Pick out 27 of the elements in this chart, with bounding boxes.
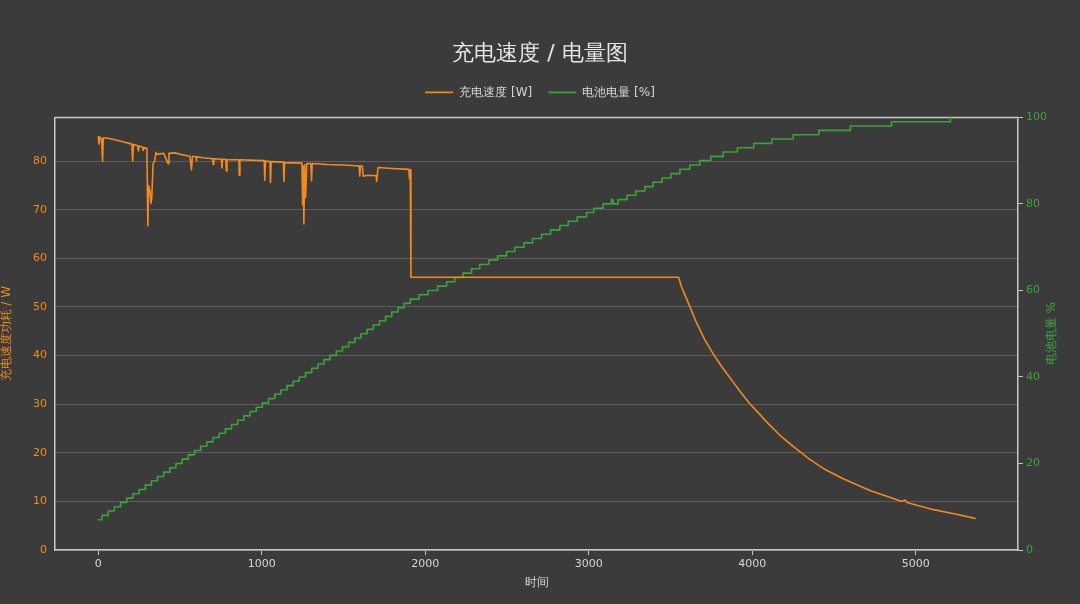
x-tick-label: 1000 [247,557,276,571]
y-tick-label: 0 [40,542,47,556]
y-tick-label: 50 [33,299,47,313]
y2-tick-label: 60 [1026,283,1040,297]
legend-label: 充电速度 [W] [459,84,533,99]
y-tick-label: 60 [33,251,47,265]
y-tick-label: 80 [33,154,47,168]
legend-label: 电池电量 [%] [582,84,655,99]
x-tick-label: 3000 [574,557,603,571]
y2-tick-label: 80 [1026,196,1040,210]
y2-tick-label: 40 [1026,369,1040,383]
x-tick-label: 2000 [411,557,440,571]
y-tick-label: 10 [33,494,47,508]
y-tick-label: 20 [33,445,47,459]
x-axis-title: 时间 [524,574,549,589]
x-tick-label: 0 [94,557,102,571]
x-tick-label: 5000 [901,557,930,571]
y2-tick-label: 100 [1026,110,1047,124]
y2-tick-label: 0 [1026,542,1033,556]
y-axis-title: 充电速度功耗 / W [0,285,14,382]
y-tick-label: 70 [33,202,47,216]
chart-title: 充电速度 / 电量图 [452,39,628,65]
y2-tick-label: 20 [1026,456,1040,470]
x-tick-label: 4000 [738,557,767,571]
y-tick-label: 40 [33,348,47,362]
y2-axis-title: 电池电量 % [1044,302,1059,366]
y-tick-label: 30 [33,397,47,411]
